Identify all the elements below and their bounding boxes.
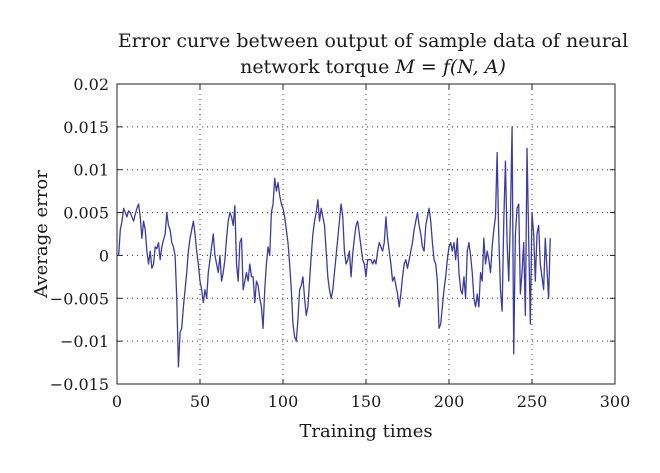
chart-title-line2-text: network torque bbox=[240, 56, 395, 78]
y-tick-label: 0.02 bbox=[73, 75, 109, 94]
y-tick-label: −0.005 bbox=[50, 289, 109, 308]
x-tick-label: 100 bbox=[268, 392, 299, 411]
grid-lines bbox=[117, 84, 615, 384]
x-tick-labels: 0 50 100 150 200 250 300 bbox=[112, 392, 630, 411]
y-tick-label: 0.005 bbox=[63, 204, 109, 223]
x-tick-label: 50 bbox=[190, 392, 210, 411]
x-tick-label: 200 bbox=[434, 392, 465, 411]
x-axis-label: Training times bbox=[299, 421, 432, 442]
y-tick-label: 0.015 bbox=[63, 118, 109, 137]
y-tick-label: −0.015 bbox=[50, 375, 109, 394]
y-axis-label: Average error bbox=[31, 170, 52, 299]
x-tick-label: 0 bbox=[112, 392, 122, 411]
series-group bbox=[118, 126, 551, 368]
chart-title-formula: M = f(N, A) bbox=[394, 56, 506, 78]
x-tick-label: 300 bbox=[600, 392, 631, 411]
series-line bbox=[118, 126, 551, 368]
chart-title-line1: Error curve between output of sample dat… bbox=[118, 30, 628, 52]
x-tick-label: 250 bbox=[517, 392, 548, 411]
chart-title-line2: network torque M = f(N, A) bbox=[240, 56, 506, 78]
y-tick-labels: −0.015 −0.01 −0.005 0 0.005 0.01 0.015 0.02 bbox=[50, 75, 109, 394]
y-tick-label: −0.01 bbox=[60, 332, 109, 351]
y-tick-label: 0.01 bbox=[73, 161, 109, 180]
x-tick-label: 150 bbox=[351, 392, 382, 411]
plot-frame bbox=[116, 83, 616, 385]
y-tick-label: 0 bbox=[99, 246, 109, 265]
